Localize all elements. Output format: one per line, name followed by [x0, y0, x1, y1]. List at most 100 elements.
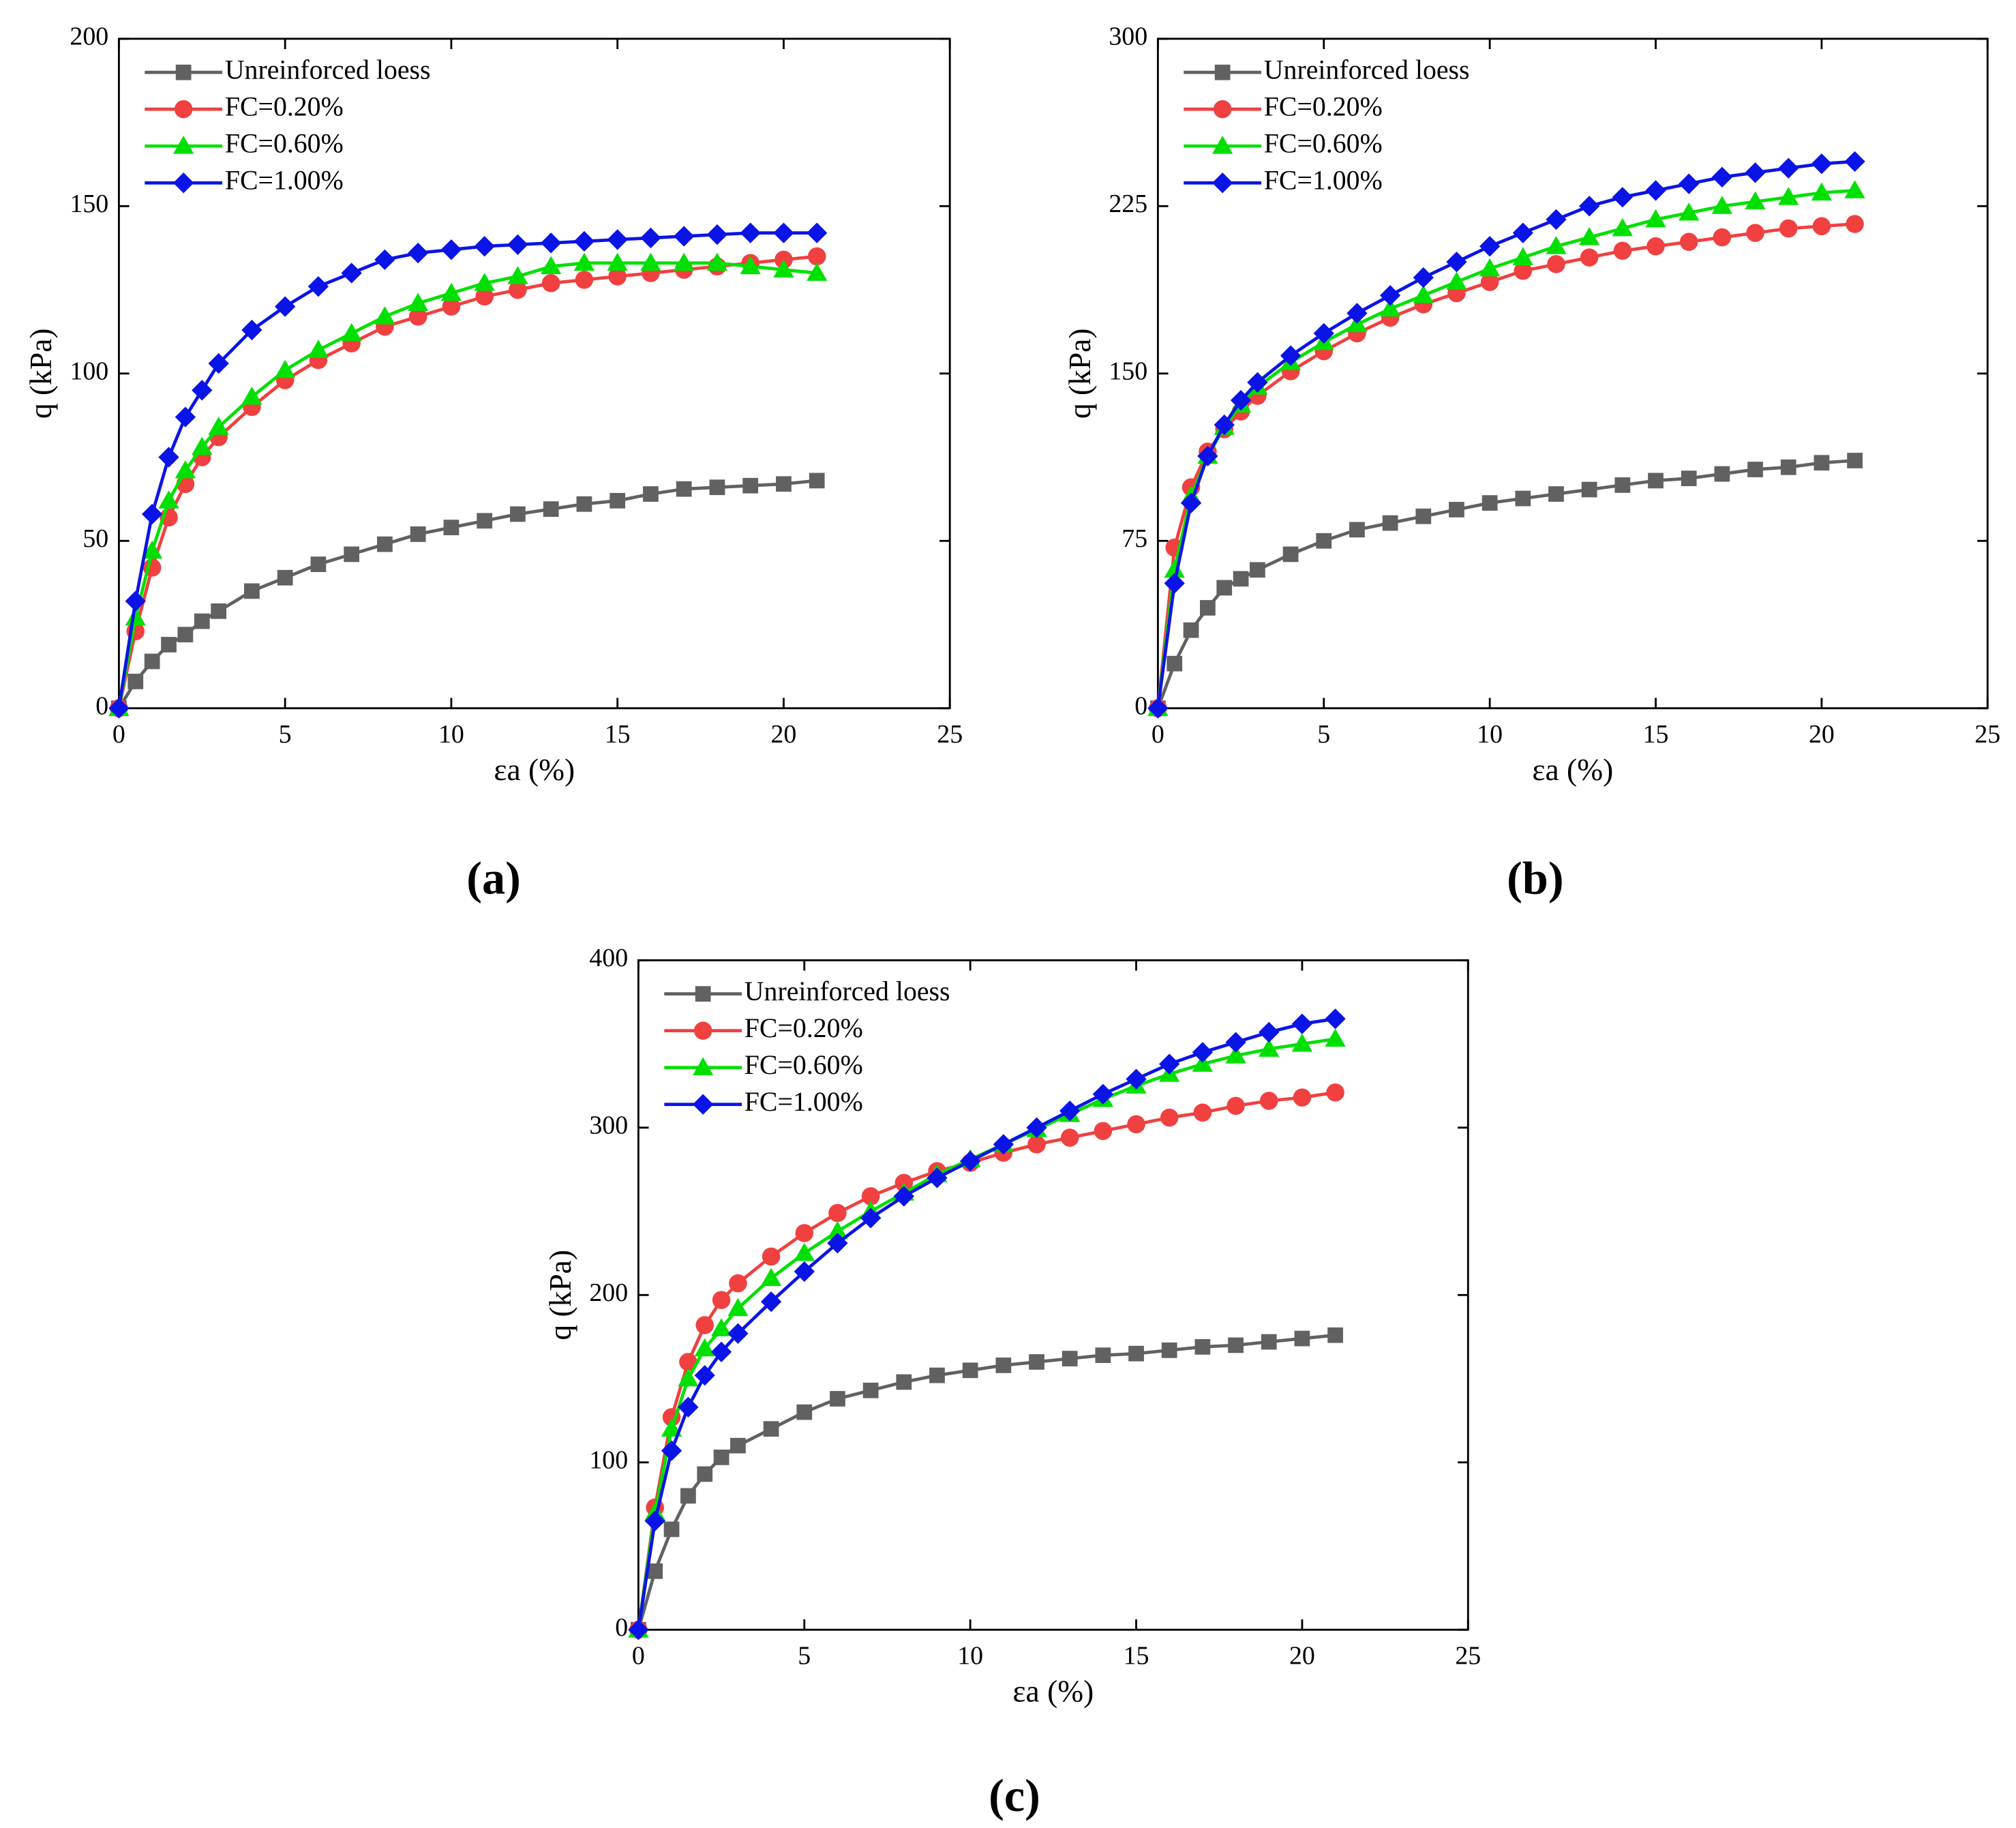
marker	[1778, 187, 1799, 205]
marker	[1029, 1354, 1044, 1370]
marker	[108, 698, 130, 719]
marker	[274, 296, 296, 317]
legend-marker	[174, 100, 193, 119]
marker	[959, 1150, 981, 1172]
marker	[374, 306, 395, 325]
marker	[1280, 345, 1302, 366]
marker	[643, 486, 659, 502]
marker	[709, 479, 725, 496]
marker	[192, 436, 213, 455]
marker	[161, 637, 177, 653]
marker	[1679, 233, 1698, 251]
y-tick-label: 75	[1122, 524, 1147, 553]
marker	[607, 252, 628, 271]
marker	[1778, 158, 1799, 179]
marker	[507, 266, 528, 284]
marker	[661, 1440, 682, 1461]
x-tick-label: 5	[279, 720, 292, 749]
marker	[1313, 323, 1334, 344]
chart: 0 5 10 15 20 25 0 50 100 150 200 εa (%) q (kPa) (a) Un…	[23, 23, 963, 904]
marker	[1147, 698, 1169, 719]
marker	[125, 590, 146, 612]
marker	[1233, 571, 1249, 587]
marker	[706, 224, 728, 245]
marker	[1612, 187, 1634, 208]
marker	[1413, 285, 1434, 303]
marker	[541, 273, 560, 293]
marker	[1230, 389, 1252, 411]
marker	[760, 1268, 782, 1287]
marker	[1512, 222, 1533, 243]
marker	[208, 353, 229, 374]
marker	[1512, 247, 1533, 265]
marker	[1745, 162, 1766, 183]
y-tick-label: 300	[589, 1111, 628, 1140]
marker	[647, 1563, 663, 1579]
marker	[1847, 453, 1863, 468]
x-tick-label: 20	[1289, 1642, 1315, 1670]
marker	[1247, 372, 1268, 393]
y-axis-label: q (kPa)	[543, 1250, 577, 1340]
x-tick-label: 0	[632, 1642, 645, 1670]
marker	[1779, 219, 1798, 238]
marker	[610, 492, 626, 509]
marker	[510, 506, 526, 522]
marker	[794, 1261, 815, 1283]
y-tick-label: 100	[589, 1445, 628, 1474]
marker	[307, 340, 329, 358]
chart: 0 5 10 15 20 25 0 100 200 300 400 εa (%) q (kPa) (c) U…	[543, 944, 1481, 1821]
y-tick-label: 200	[589, 1278, 628, 1307]
marker	[763, 1421, 779, 1437]
marker	[1059, 1100, 1081, 1122]
marker	[740, 256, 761, 275]
marker	[796, 1404, 813, 1420]
marker	[341, 323, 362, 342]
marker	[679, 1353, 697, 1371]
y-tick-label: 0	[95, 691, 108, 720]
marker	[1293, 1088, 1312, 1107]
marker	[1580, 248, 1599, 267]
marker	[1846, 215, 1864, 233]
marker	[1200, 600, 1216, 616]
marker	[408, 308, 427, 326]
marker	[1282, 546, 1299, 563]
marker	[1479, 236, 1501, 257]
marker	[1291, 1033, 1313, 1052]
marker	[1745, 191, 1766, 210]
marker	[674, 252, 695, 271]
marker	[676, 481, 692, 497]
marker	[177, 627, 194, 643]
marker	[1325, 1008, 1346, 1030]
marker	[628, 1619, 649, 1640]
marker	[341, 263, 362, 284]
marker	[158, 447, 179, 468]
legend-marker	[692, 1057, 714, 1076]
y-axis-label: q (kPa)	[23, 328, 58, 419]
marker	[1349, 522, 1365, 538]
marker	[125, 608, 146, 626]
marker	[1515, 490, 1531, 507]
marker	[474, 236, 495, 257]
marker	[860, 1208, 882, 1229]
marker	[1413, 267, 1434, 288]
marker	[794, 1242, 815, 1261]
marker	[678, 1396, 699, 1418]
marker	[1415, 508, 1432, 524]
marker	[1259, 1092, 1278, 1110]
y-tick-label: 225	[1109, 190, 1147, 218]
marker	[828, 1203, 847, 1223]
marker	[1581, 481, 1597, 498]
y-tick-label: 150	[1109, 357, 1147, 386]
marker	[727, 1323, 749, 1344]
marker	[695, 1316, 714, 1334]
marker	[1681, 470, 1697, 486]
legend-label: Unreinforced loess	[744, 976, 950, 1006]
y-tick-label: 200	[70, 23, 108, 51]
marker	[477, 513, 493, 529]
marker	[729, 1274, 747, 1293]
marker	[1092, 1083, 1114, 1105]
marker	[408, 293, 429, 312]
marker	[807, 247, 826, 266]
x-tick-label: 5	[1317, 720, 1330, 749]
marker	[896, 1374, 912, 1390]
